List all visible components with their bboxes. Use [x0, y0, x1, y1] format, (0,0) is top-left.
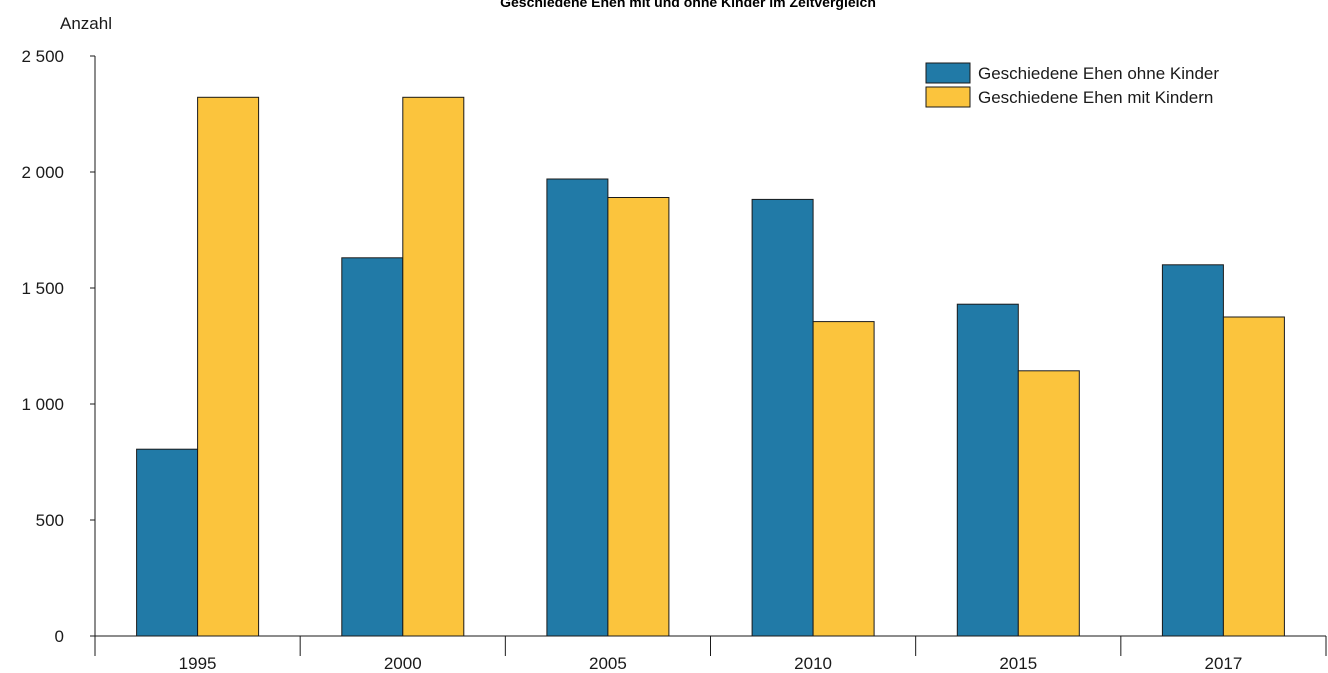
y-tick-label: 500 [36, 511, 64, 530]
chart-title: Geschiedene Ehen mit und ohne Kinder im … [500, 0, 876, 10]
y-tick-label: 2 500 [21, 47, 64, 66]
y-tick-label: 1 500 [21, 279, 64, 298]
y-tick-label: 2 000 [21, 163, 64, 182]
bar-2010-series-1 [751, 198, 814, 637]
legend: Geschiedene Ehen ohne Kinder Geschiedene … [925, 62, 1219, 108]
bar-2015-series-1 [956, 303, 1019, 637]
x-tick-label: 2010 [794, 654, 832, 673]
x-tick-label: 2005 [589, 654, 627, 673]
y-tick-label: 0 [55, 627, 64, 646]
y-tick-label: 1 000 [21, 395, 64, 414]
bar-2017-series-1 [1161, 264, 1224, 637]
bar-2010-series-2 [812, 321, 875, 637]
axes-layer: 0 500 1 000 1 500 2 000 2 500 1995 2000 2005 2010… [21, 47, 1327, 673]
bar-2005-series-1 [546, 178, 609, 637]
bar-2017-series-2 [1222, 316, 1285, 637]
bar-2015-series-2 [1017, 370, 1080, 637]
bar-2000-series-1 [341, 257, 404, 637]
bar-2005-series-2 [607, 197, 670, 637]
bar-1995-series-2 [197, 96, 260, 637]
x-tick-label: 2000 [384, 654, 422, 673]
legend-label: Geschiedene Ehen mit Kindern [978, 88, 1213, 107]
x-tick-label: 1995 [179, 654, 217, 673]
x-tick-label: 2017 [1205, 654, 1243, 673]
x-tick-label: 2015 [999, 654, 1037, 673]
legend-label: Geschiedene Ehen ohne Kinder [978, 64, 1219, 83]
bars-layer [136, 96, 1285, 637]
y-axis-label: Anzahl [60, 14, 112, 33]
legend-swatch [925, 86, 971, 108]
bar-2000-series-2 [402, 96, 465, 637]
legend-swatch [925, 62, 971, 84]
bar-1995-series-1 [136, 448, 199, 637]
